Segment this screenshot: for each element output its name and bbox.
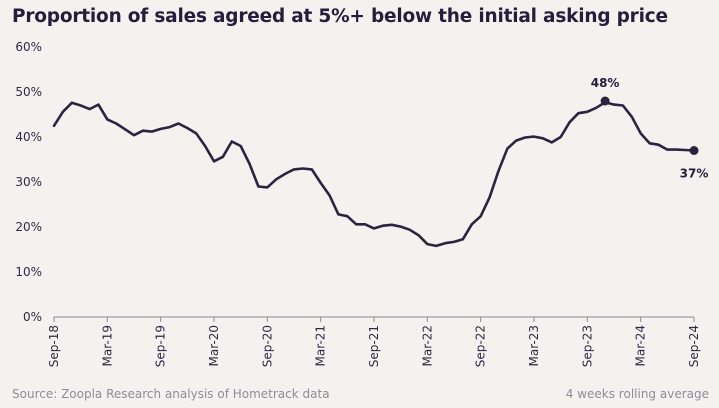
- chart-title: Proportion of sales agreed at 5%+ below …: [12, 6, 668, 27]
- x-tick-label: Sep-24: [687, 325, 701, 367]
- highlight-point: [600, 96, 610, 106]
- sales-below-asking-line: [52, 101, 696, 248]
- y-axis: 0% 10% 20% 30% 40% 50% 60%: [15, 40, 42, 324]
- x-tick-label: Sep-21: [367, 325, 381, 367]
- y-tick-label: 20%: [15, 220, 42, 234]
- y-tick-label: 10%: [15, 265, 42, 279]
- y-tick-label: 40%: [15, 130, 42, 144]
- y-tick-label: 30%: [15, 175, 42, 189]
- x-tick-label: Mar-21: [314, 325, 328, 366]
- x-tick-label: Sep-22: [474, 325, 488, 367]
- x-tick-label: Mar-23: [527, 325, 541, 366]
- y-tick-label: 60%: [15, 40, 42, 54]
- rolling-average-note: 4 weeks rolling average: [565, 387, 709, 401]
- x-tick-label: Sep-23: [580, 325, 594, 367]
- x-tick-label: Mar-20: [207, 325, 221, 366]
- y-tick-label: 0%: [23, 310, 42, 324]
- x-tick-label: Sep-18: [47, 325, 61, 367]
- highlight-point: [689, 146, 699, 155]
- x-tick-label: Mar-22: [420, 325, 434, 366]
- source-note: Source: Zoopla Research analysis of Home…: [12, 387, 330, 401]
- plot-area: 48% 37%: [52, 76, 709, 248]
- x-tick-label: Mar-24: [634, 325, 648, 366]
- x-tick-label: Mar-19: [100, 325, 114, 366]
- x-tick-label: Sep-20: [260, 325, 274, 367]
- y-tick-label: 50%: [15, 85, 42, 99]
- x-tick-label: Sep-19: [154, 325, 168, 367]
- x-axis: Sep-18 Mar-19 Sep-19 Mar-20 Sep-20 Mar-21 Sep-…: [47, 316, 701, 367]
- data-label: 37%: [680, 167, 709, 181]
- data-label: 48%: [591, 76, 620, 90]
